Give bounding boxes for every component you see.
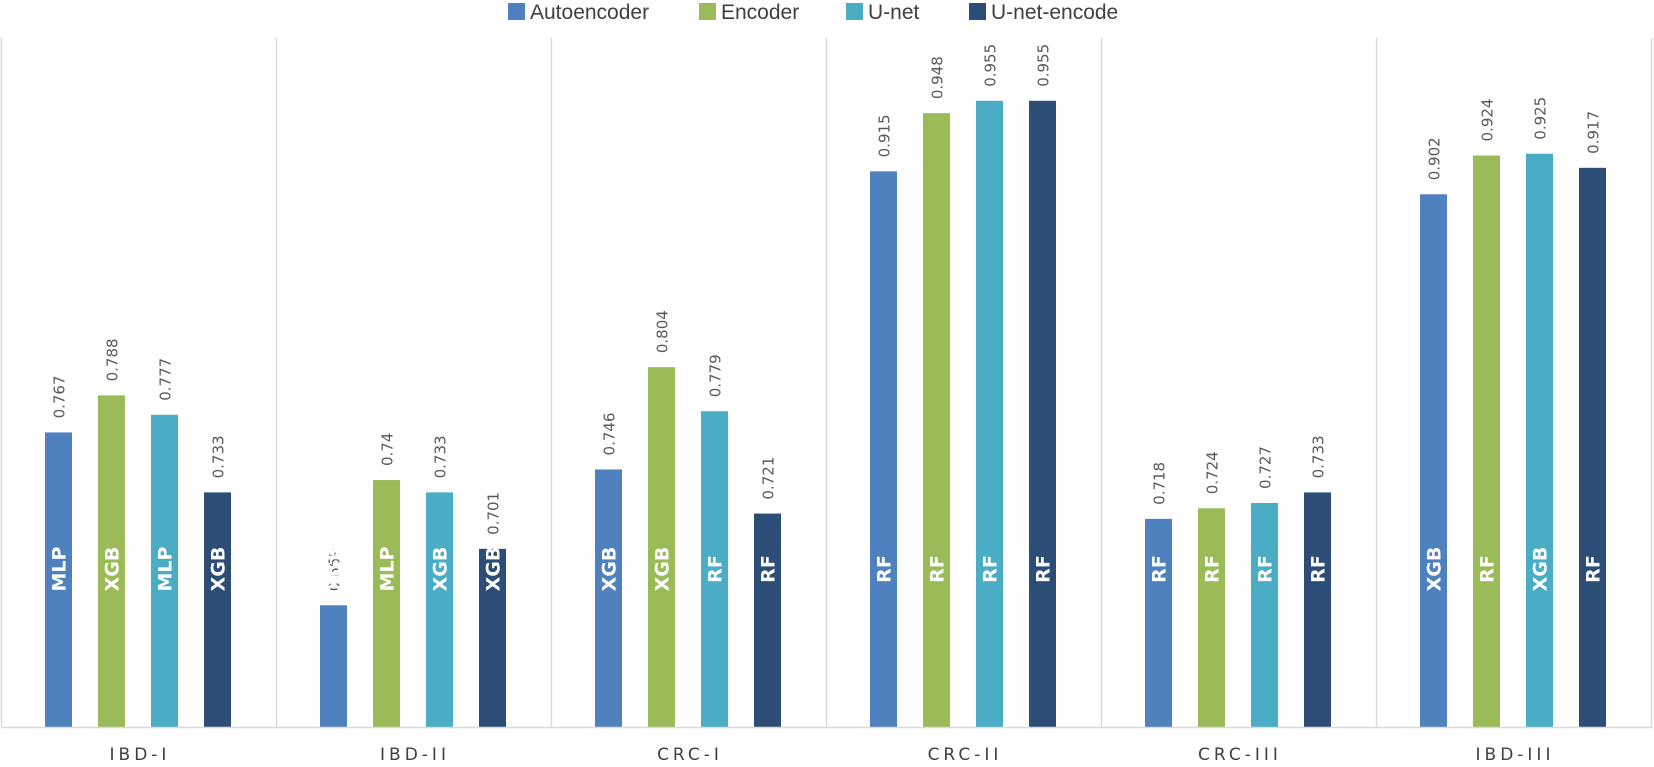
value-label-ibd-i-u-net-encode: 0.733	[210, 435, 228, 478]
legend-swatch-autoencoder	[508, 3, 525, 20]
category-label-ibd-i: IBD-I	[110, 745, 171, 765]
bar-ibd-i-autoencoder	[45, 432, 72, 727]
method-label-crc-ii-u-net: RF	[980, 555, 1002, 583]
method-label-ibd-iii-u-net: XGB	[1530, 547, 1552, 592]
bar-ibd-i-u-net	[151, 414, 178, 727]
method-label-crc-i-autoencoder: XGB	[599, 547, 621, 592]
bar-ibd-iii-u-net-encode	[1579, 167, 1606, 728]
bar-crc-i-u-net	[701, 411, 728, 727]
method-label-crc-ii-encoder: RF	[927, 555, 949, 583]
method-label-ibd-iii-u-net-encode: RF	[1583, 555, 1605, 583]
method-label-ibd-ii-u-net: XGB	[430, 547, 452, 592]
chart-legend: Autoencoder Encoder U-net U-net-encode	[508, 1, 1118, 24]
method-label-crc-i-u-net: RF	[705, 555, 727, 583]
method-label-crc-i-u-net-encode: RF	[758, 555, 780, 583]
value-label-ibd-i-u-net: 0.777	[157, 358, 175, 401]
value-label-ibd-i-autoencoder: 0.767	[51, 375, 69, 418]
legend-item-autoencoder: Autoencoder	[508, 1, 649, 24]
legend-label-autoencoder: Autoencoder	[530, 1, 649, 24]
bar-ibd-iii-autoencoder	[1420, 194, 1447, 728]
method-label-crc-iii-u-net: RF	[1255, 555, 1277, 583]
method-label-ibd-i-u-net: MLP	[155, 546, 177, 591]
bar-crc-iii-u-net-encode	[1304, 492, 1331, 727]
value-label-ibd-iii-autoencoder: 0.902	[1426, 137, 1444, 180]
value-label-crc-iii-u-net-encode: 0.733	[1310, 435, 1328, 478]
method-label-ibd-iii-autoencoder: XGB	[1424, 547, 1446, 592]
x-axis: IBD-I IBD-II CRC-I CRC-II CRC-III IBD-III	[2, 726, 1652, 765]
bar-ibd-ii-u-net-encode	[479, 548, 506, 727]
value-label-ibd-ii-encoder: 0.74	[379, 433, 397, 466]
value-label-crc-i-autoencoder: 0.746	[601, 413, 619, 456]
value-label-crc-ii-autoencoder: 0.915	[876, 114, 894, 157]
category-label-crc-i: CRC-I	[657, 745, 723, 765]
legend-item-u-net: U-net	[846, 1, 920, 24]
value-label-ibd-iii-u-net: 0.925	[1532, 97, 1550, 140]
value-label-crc-i-u-net: 0.779	[707, 354, 725, 397]
value-label-crc-iii-encoder: 0.724	[1204, 451, 1222, 494]
method-label-ibd-i-u-net-encode: XGB	[208, 547, 230, 592]
category-label-ibd-ii: IBD-II	[380, 745, 450, 765]
bar-crc-ii-encoder	[923, 113, 950, 728]
bar-crc-ii-autoencoder	[870, 171, 897, 728]
bar-ibd-i-encoder	[98, 395, 125, 727]
bar-ibd-i-u-net-encode	[204, 492, 231, 727]
value-label-crc-ii-u-net: 0.955	[982, 44, 1000, 87]
legend-item-u-net-encode: U-net-encode	[969, 1, 1118, 24]
method-label-ibd-ii-autoencoder: XGB	[324, 547, 346, 592]
method-label-ibd-ii-encoder: MLP	[377, 546, 399, 591]
value-label-crc-iii-u-net: 0.727	[1257, 446, 1275, 489]
method-label-ibd-iii-encoder: RF	[1477, 555, 1499, 583]
bar-ibd-ii-autoencoder	[320, 605, 347, 727]
value-label-crc-ii-u-net-encode: 0.955	[1035, 44, 1053, 87]
legend-item-encoder: Encoder	[699, 1, 799, 24]
bar-crc-ii-u-net	[976, 100, 1003, 728]
bar-crc-iii-autoencoder	[1145, 518, 1172, 727]
value-label-crc-ii-encoder: 0.948	[929, 56, 947, 99]
bar-crc-iii-u-net	[1251, 502, 1278, 727]
bar-ibd-iii-encoder	[1473, 155, 1500, 728]
bar-ibd-ii-encoder	[373, 480, 400, 727]
bar-crc-i-encoder	[648, 367, 675, 727]
value-label-ibd-iii-encoder: 0.924	[1479, 99, 1497, 142]
method-label-ibd-ii-u-net-encode: XGB	[483, 547, 505, 592]
legend-label-u-net-encode: U-net-encode	[991, 1, 1118, 24]
legend-swatch-encoder	[699, 3, 716, 20]
method-label-crc-iii-autoencoder: RF	[1149, 555, 1171, 583]
category-label-crc-iii: CRC-III	[1198, 745, 1282, 765]
value-label-ibd-ii-u-net-encode: 0.701	[485, 492, 503, 535]
method-label-crc-iii-u-net-encode: RF	[1308, 555, 1330, 583]
category-label-crc-ii: CRC-II	[928, 745, 1003, 765]
method-label-crc-ii-u-net-encode: RF	[1033, 555, 1055, 583]
method-label-crc-ii-autoencoder: RF	[874, 555, 896, 583]
method-label-ibd-i-encoder: XGB	[102, 547, 124, 592]
bar-ibd-ii-u-net	[426, 492, 453, 727]
category-dividers	[0, 38, 1653, 727]
legend-swatch-u-net	[846, 3, 863, 20]
value-label-ibd-ii-u-net: 0.733	[432, 435, 450, 478]
value-label-crc-i-u-net-encode: 0.721	[760, 457, 778, 500]
value-label-crc-iii-autoencoder: 0.718	[1151, 462, 1169, 505]
bar-crc-i-autoencoder	[595, 469, 622, 727]
value-label-crc-i-encoder: 0.804	[654, 310, 672, 353]
legend-label-u-net: U-net	[868, 1, 920, 24]
method-label-crc-i-encoder: XGB	[652, 547, 674, 592]
bar-crc-iii-encoder	[1198, 508, 1225, 727]
value-label-ibd-ii-autoencoder: 0.669	[326, 548, 344, 591]
value-label-ibd-iii-u-net-encode: 0.917	[1585, 111, 1603, 154]
value-label-ibd-i-encoder: 0.788	[104, 338, 122, 381]
legend-label-encoder: Encoder	[721, 1, 799, 24]
bar-crc-ii-u-net-encode	[1029, 100, 1056, 728]
bar-ibd-iii-u-net	[1526, 153, 1553, 727]
method-label-crc-iii-encoder: RF	[1202, 555, 1224, 583]
category-label-ibd-iii: IBD-III	[1476, 745, 1555, 765]
legend-swatch-u-net-encode	[969, 3, 986, 20]
method-label-ibd-i-autoencoder: MLP	[49, 546, 71, 591]
bar-crc-i-u-net-encode	[754, 513, 781, 727]
